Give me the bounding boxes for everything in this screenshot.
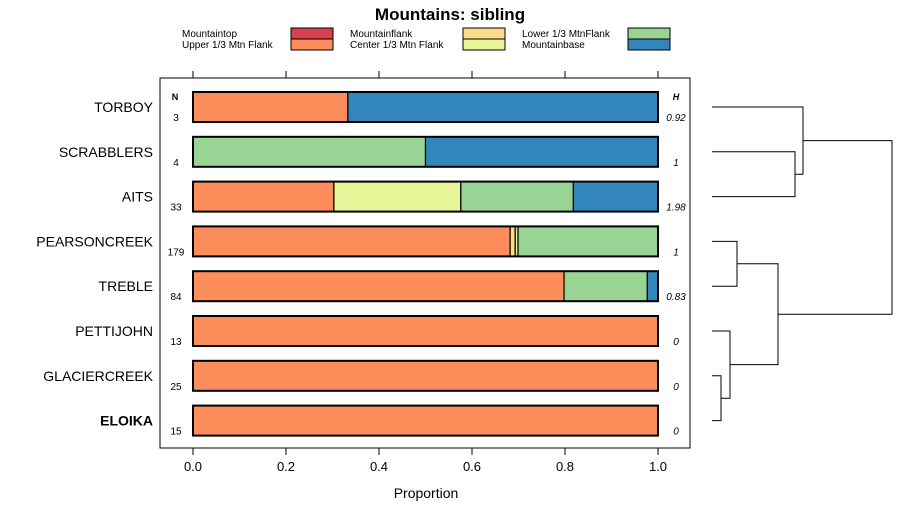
- bar-segment: [333, 181, 462, 213]
- bar-segment: [192, 181, 335, 213]
- bar-segment: [563, 270, 648, 302]
- bar-segment: [460, 181, 574, 213]
- bar-segment: [572, 181, 659, 213]
- h-value: 0: [673, 427, 679, 438]
- dendrogram-branch: [712, 240, 738, 287]
- h-value: 0.83: [666, 292, 686, 303]
- bar-outline: [192, 270, 659, 303]
- x-tick-label: 0.8: [556, 459, 574, 474]
- bar-segment: [192, 315, 659, 347]
- dendrogram-branch: [712, 375, 722, 422]
- x-tick-label: 0.6: [463, 459, 481, 474]
- legend-label: Mountainflank: [350, 29, 413, 40]
- n-value: 3: [173, 113, 179, 124]
- bar-outline: [192, 359, 659, 392]
- category-label: ELOIKA: [100, 413, 153, 429]
- bar-row: PETTIJOHN 13 0: [75, 315, 679, 348]
- legend-swatch: [290, 27, 334, 40]
- bar-rows: TORBOY 3 0.92 SCRABBLERS 4 1 AITS 33 1.98 PEARSON…: [36, 91, 686, 438]
- h-column-header: H: [673, 92, 680, 102]
- bar-outline: [192, 404, 659, 437]
- x-axis: 0.0 0.2 0.4 0.6 0.8 1.0: [184, 71, 667, 474]
- bar-row: SCRABBLERS 4 1: [59, 135, 679, 169]
- h-value: 0.92: [666, 113, 686, 124]
- category-label: SCRABBLERS: [59, 144, 153, 160]
- bar-row: TORBOY 3 0.92: [94, 91, 686, 124]
- h-value: 1: [673, 247, 679, 258]
- legend-swatch: [627, 27, 671, 40]
- chart-title: Mountains: sibling: [375, 5, 525, 24]
- bar-outline: [192, 91, 659, 123]
- h-value: 1: [673, 158, 679, 169]
- h-value: 1.98: [666, 203, 686, 214]
- bar-segment: [192, 270, 565, 302]
- bar-segment: [646, 270, 659, 302]
- n-value: 15: [170, 427, 182, 438]
- legend-label: Upper 1/3 Mtn Flank: [182, 40, 274, 51]
- bar-segment: [192, 360, 659, 392]
- plot-frame: [159, 77, 691, 449]
- legend-swatch: [627, 38, 671, 51]
- dendrogram-branch: [778, 140, 893, 315]
- n-value: 25: [170, 382, 182, 393]
- x-tick-label: 0.4: [370, 459, 388, 474]
- n-value: 179: [168, 247, 185, 258]
- dendrogram-branch: [712, 106, 804, 175]
- bar-outline: [192, 135, 659, 168]
- dendrogram: [712, 106, 893, 422]
- category-label: PETTIJOHN: [75, 323, 153, 339]
- n-value: 13: [170, 337, 182, 348]
- bar-row: GLACIERCREEK 25 0: [43, 359, 679, 393]
- x-tick-label: 0.0: [184, 459, 202, 474]
- bar-segment: [192, 225, 511, 257]
- dendrogram-branch: [712, 151, 796, 198]
- legend-swatch: [462, 38, 506, 51]
- bar-segment: [509, 225, 516, 257]
- category-label: AITS: [122, 189, 153, 205]
- category-label: PEARSONCREEK: [36, 233, 153, 249]
- bar-outline: [192, 225, 659, 258]
- bar-segment: [192, 136, 427, 168]
- n-value: 84: [170, 292, 182, 303]
- legend-label: Lower 1/3 MtnFlank: [522, 29, 611, 40]
- category-label: GLACIERCREEK: [43, 368, 153, 384]
- bar-segment: [424, 136, 659, 168]
- n-value: 4: [173, 158, 179, 169]
- n-column-header: N: [172, 92, 179, 102]
- category-label: TREBLE: [99, 278, 153, 294]
- category-label: TORBOY: [94, 99, 154, 115]
- x-axis-title: Proportion: [394, 485, 459, 501]
- legend-swatch: [290, 38, 334, 51]
- bar-segment: [192, 91, 349, 123]
- bar-segment: [347, 91, 659, 123]
- h-value: 0: [673, 382, 679, 393]
- legend-label: Mountaintop: [182, 29, 237, 40]
- n-value: 33: [170, 203, 182, 214]
- bar-row: AITS 33 1.98: [122, 180, 686, 214]
- bar-segment: [517, 225, 659, 257]
- bar-outline: [192, 315, 659, 347]
- legend-label: Mountainbase: [522, 40, 585, 51]
- bar-row: TREBLE 84 0.83: [99, 270, 686, 303]
- bar-segment: [192, 405, 659, 437]
- bar-row: ELOIKA 15 0: [100, 404, 679, 438]
- x-tick-label: 1.0: [649, 459, 667, 474]
- legend-swatch: [462, 27, 506, 40]
- legend-label: Center 1/3 Mtn Flank: [350, 40, 444, 51]
- bar-outline: [192, 180, 659, 213]
- x-tick-label: 0.2: [277, 459, 295, 474]
- h-value: 0: [673, 337, 679, 348]
- bar-row: PEARSONCREEK 179 1: [36, 225, 679, 258]
